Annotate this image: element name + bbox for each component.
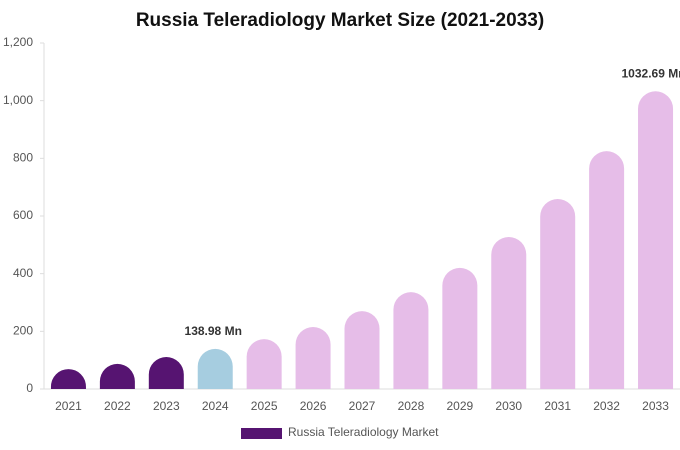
y-tick-label: 1,000 <box>3 93 33 107</box>
y-tick-label: 0 <box>26 381 33 395</box>
bar <box>197 348 233 389</box>
bar <box>148 356 184 389</box>
chart-title: Russia Teleradiology Market Size (2021-2… <box>136 10 544 31</box>
bar <box>99 363 135 389</box>
x-tick-label: 2029 <box>446 399 473 413</box>
x-tick-label: 2030 <box>495 399 522 413</box>
y-tick-label: 1,200 <box>3 35 33 49</box>
bar <box>246 339 282 389</box>
x-tick-label: 2023 <box>153 399 180 413</box>
legend-swatch <box>241 428 282 439</box>
x-tick-label: 2021 <box>55 399 82 413</box>
x-tick-label: 2026 <box>300 399 327 413</box>
value-label: 1032.69 Mn <box>622 66 680 80</box>
legend-label: Russia Teleradiology Market <box>288 425 439 439</box>
x-tick-label: 2032 <box>593 399 620 413</box>
bar <box>442 267 478 389</box>
y-tick-label: 600 <box>13 208 33 222</box>
bar <box>638 91 674 389</box>
bar <box>50 369 86 389</box>
x-tick-label: 2028 <box>398 399 425 413</box>
y-tick-label: 200 <box>13 324 33 338</box>
x-tick-label: 2027 <box>349 399 376 413</box>
x-tick-label: 2022 <box>104 399 131 413</box>
y-tick-label: 800 <box>13 151 33 165</box>
x-tick-label: 2031 <box>544 399 571 413</box>
x-tick-label: 2033 <box>642 399 669 413</box>
bar <box>589 151 625 389</box>
bar <box>295 327 331 389</box>
x-tick-label: 2025 <box>251 399 278 413</box>
value-label: 138.98 Mn <box>185 324 242 338</box>
y-tick-label: 400 <box>13 266 33 280</box>
bar <box>540 198 576 389</box>
x-tick-label: 2024 <box>202 399 229 413</box>
bar <box>491 237 527 389</box>
bar <box>393 292 429 389</box>
bar <box>344 311 380 389</box>
